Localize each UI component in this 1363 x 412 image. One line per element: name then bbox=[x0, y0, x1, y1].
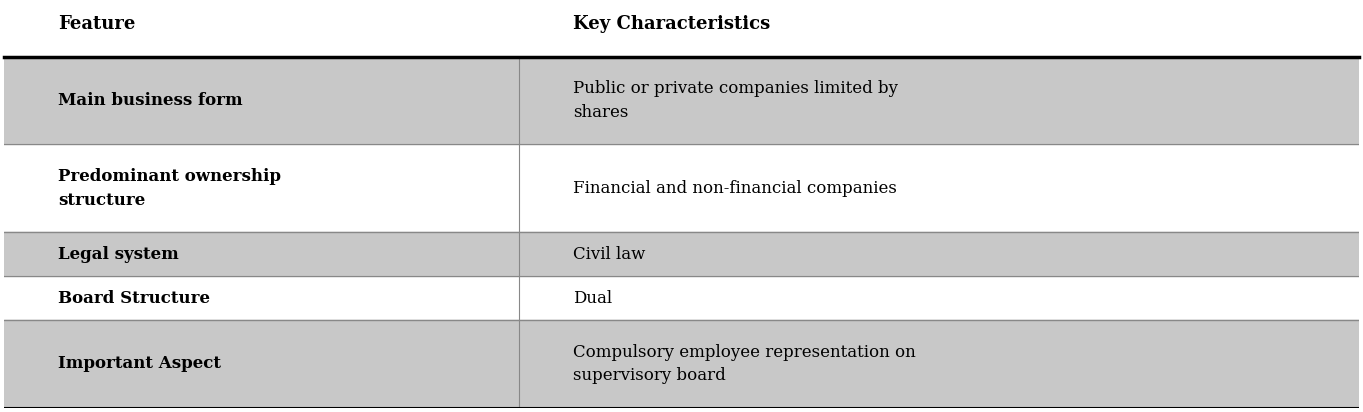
Text: Compulsory employee representation on
supervisory board: Compulsory employee representation on su… bbox=[572, 344, 916, 384]
Bar bbox=[4, 276, 1359, 320]
Text: Public or private companies limited by
shares: Public or private companies limited by s… bbox=[572, 80, 898, 121]
Text: Key Characteristics: Key Characteristics bbox=[572, 15, 770, 33]
Bar bbox=[4, 145, 1359, 232]
Text: Civil law: Civil law bbox=[572, 246, 646, 263]
Text: Legal system: Legal system bbox=[59, 246, 179, 263]
Text: Main business form: Main business form bbox=[59, 92, 243, 109]
Text: Predominant ownership
structure: Predominant ownership structure bbox=[59, 168, 281, 208]
Text: Board Structure: Board Structure bbox=[59, 290, 210, 307]
Text: Dual: Dual bbox=[572, 290, 612, 307]
Bar bbox=[4, 232, 1359, 276]
Text: Important Aspect: Important Aspect bbox=[59, 356, 221, 372]
Text: Feature: Feature bbox=[59, 15, 136, 33]
Bar bbox=[4, 56, 1359, 145]
Text: Financial and non-financial companies: Financial and non-financial companies bbox=[572, 180, 897, 197]
Bar bbox=[4, 320, 1359, 408]
